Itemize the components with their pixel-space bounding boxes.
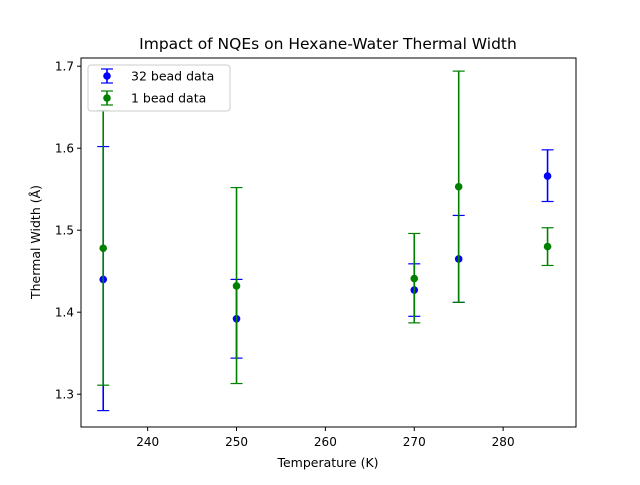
plot-area [81,58,576,427]
data-point-1-0 [99,244,108,253]
series-1 [97,70,554,386]
y-tick-label-0: 1.3 [55,388,74,402]
data-point-1-2 [410,274,419,283]
x-axis-label: Temperature (K) [276,455,378,470]
data-point-0-4 [543,172,552,180]
x-tick-label-0: 240 [136,435,159,449]
x-tick-label-3: 270 [403,435,426,449]
legend-frame [87,64,231,112]
y-tick-label-3: 1.6 [55,142,74,156]
legend-label-0: 32 bead data [131,69,214,84]
plot-frame [80,57,577,428]
y-axis-label: Thermal Width (Å) [28,185,43,300]
legend-marker-1 [103,94,111,102]
legend-marker-0 [103,72,111,80]
data-point-1-4 [543,242,552,251]
x-tick-label-1: 250 [225,435,248,449]
ticks-layer: 240 250 260 270 280 1.3 1.4 1.5 1.6 1.7 [55,60,515,449]
data-point-1-1 [232,282,241,290]
x-tick-label-2: 260 [314,435,337,449]
y-tick-label-1: 1.4 [55,306,74,320]
x-tick-label-4: 280 [492,435,515,449]
y-tick-label-4: 1.7 [55,60,74,74]
series-layer [97,70,554,412]
y-tick-label-2: 1.5 [55,224,74,238]
legend-label-1: 1 bead data [131,91,206,106]
chart-title: Impact of NQEs on Hexane-Water Thermal W… [139,35,517,53]
data-point-1-3 [454,182,463,191]
legend: 32 bead data 1 bead data [87,64,231,112]
